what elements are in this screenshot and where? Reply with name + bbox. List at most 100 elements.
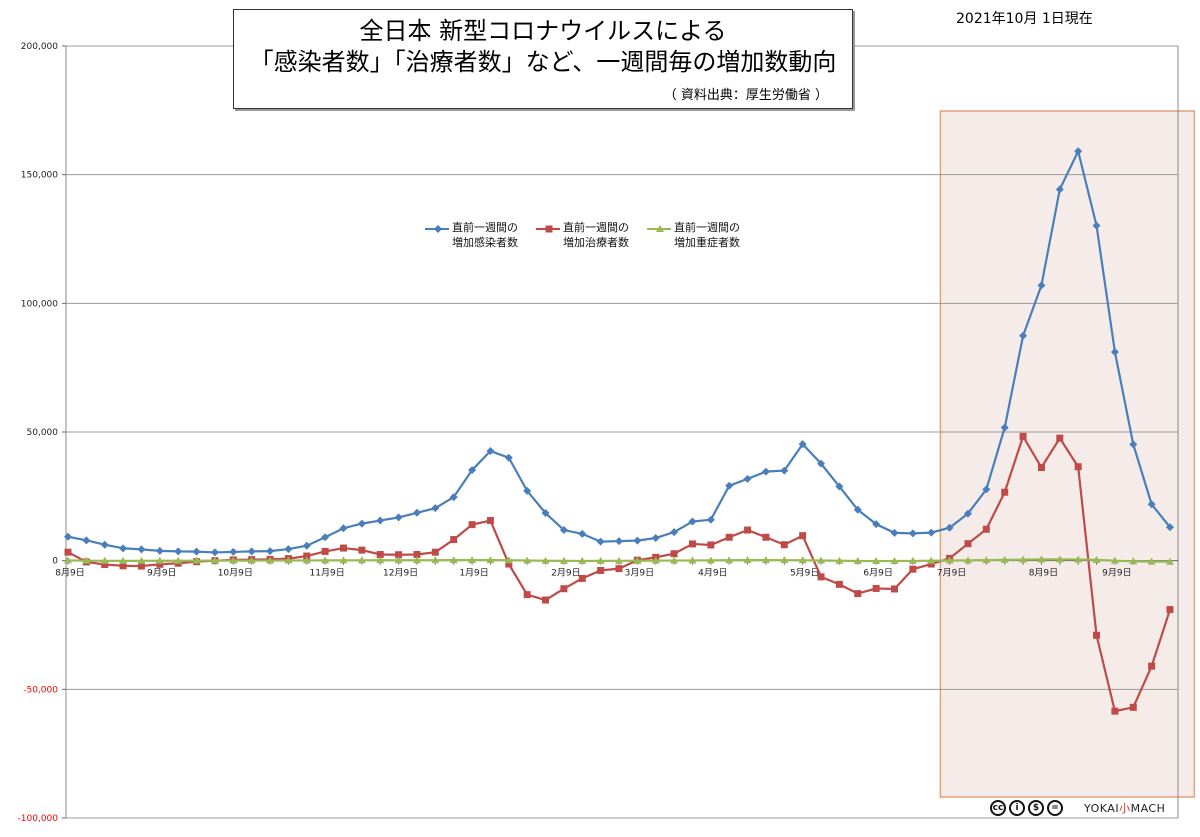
x-tick-label: 1月9日: [459, 568, 488, 579]
data-point: [284, 556, 293, 564]
data-point: [1000, 423, 1009, 432]
data-point: [302, 541, 311, 550]
x-tick-label: 12月9日: [383, 568, 418, 579]
data-point: [615, 565, 623, 573]
data-point: [1092, 221, 1101, 230]
data-point: [174, 556, 183, 564]
data-point: [890, 557, 899, 565]
data-point: [1001, 488, 1009, 496]
legend-label: 直前一週間の 増加感染者数: [452, 221, 518, 249]
data-point: [560, 585, 568, 593]
x-tick-label: 8月9日: [55, 568, 84, 579]
x-tick-label: 4月9日: [698, 568, 727, 579]
x-tick-label: 8月9日: [1029, 568, 1058, 579]
series-1: [64, 147, 1174, 557]
data-point: [1129, 703, 1137, 711]
data-point: [468, 466, 477, 475]
legend-item-1: 直前一週間の 増加感染者数: [425, 220, 518, 250]
title-box: 全日本 新型コロナウイルスによる 「感染者数」「治療者数」など、一週間毎の増加数…: [233, 9, 853, 109]
data-point: [559, 556, 568, 564]
data-point: [596, 556, 605, 564]
data-point: [523, 556, 532, 564]
y-tick-label: 150,000: [21, 171, 58, 181]
x-tick-label: 9月9日: [147, 568, 176, 579]
data-point: [651, 556, 660, 564]
data-point: [982, 556, 991, 564]
data-point: [596, 537, 605, 546]
data-point: [192, 556, 201, 564]
data-point: [1092, 555, 1101, 563]
brand-logo: YOKAI小MACH: [1084, 800, 1165, 816]
data-point: [945, 556, 954, 564]
data-point: [431, 556, 440, 564]
data-point: [1037, 281, 1046, 290]
data-point: [1148, 662, 1156, 670]
data-point: [1110, 556, 1119, 564]
data-point: [670, 550, 678, 558]
data-point: [523, 591, 531, 599]
data-point: [468, 521, 476, 529]
data-point: [266, 547, 275, 556]
data-point: [1166, 557, 1174, 565]
data-point: [578, 556, 587, 564]
data-point: [1000, 555, 1009, 563]
data-point: [1019, 432, 1027, 440]
data-point: [817, 556, 826, 564]
chart-title-line2: 「感染者数」「治療者数」など、一週間毎の増加数動向: [249, 48, 837, 76]
data-point: [762, 533, 770, 541]
data-point: [982, 485, 991, 494]
x-tick-label: 2月9日: [551, 568, 580, 579]
data-point: [1166, 606, 1174, 614]
data-point: [597, 566, 605, 574]
date-label: 2021年10月 1日現在: [956, 11, 1093, 27]
data-point: [725, 556, 734, 564]
data-point: [743, 556, 752, 564]
data-point: [706, 515, 715, 524]
x-tick-label: 3月9日: [625, 568, 654, 579]
data-point: [780, 541, 788, 549]
data-point: [339, 556, 348, 564]
data-point: [908, 529, 917, 538]
data-point: [541, 556, 550, 564]
data-point: [357, 556, 366, 564]
data-point: [321, 547, 329, 555]
data-point: [100, 540, 109, 549]
data-point: [799, 532, 807, 540]
data-point: [303, 552, 311, 560]
data-point: [412, 556, 421, 564]
data-point: [744, 526, 752, 534]
by-icon: i: [1009, 800, 1025, 816]
y-tick-label: 200,000: [21, 42, 58, 52]
data-point: [578, 529, 587, 538]
data-point: [340, 544, 347, 552]
data-point: [761, 556, 770, 564]
data-point: [927, 556, 936, 564]
data-point: [706, 556, 715, 564]
data-point: [339, 524, 348, 533]
data-point: [82, 556, 91, 564]
data-point: [872, 584, 880, 592]
legend-label: 直前一週間の 増加重症者数: [674, 221, 740, 249]
data-point: [872, 557, 881, 565]
data-point: [963, 509, 972, 518]
source-note: （ 資料出典：厚生労働省 ）: [663, 88, 828, 103]
data-point: [927, 528, 936, 537]
data-point: [817, 573, 825, 581]
data-point: [835, 482, 844, 491]
data-point: [1074, 147, 1083, 156]
data-point: [1019, 331, 1028, 340]
data-point: [651, 534, 660, 543]
data-point: [449, 556, 458, 564]
data-point: [174, 547, 183, 556]
data-point: [1037, 555, 1046, 563]
data-point: [908, 556, 917, 564]
data-point: [358, 546, 366, 554]
data-point: [210, 548, 219, 557]
data-point: [413, 550, 421, 558]
data-point: [431, 548, 439, 556]
data-point: [486, 556, 495, 564]
data-point: [559, 526, 568, 535]
data-point: [1074, 463, 1082, 471]
data-point: [1110, 347, 1119, 356]
